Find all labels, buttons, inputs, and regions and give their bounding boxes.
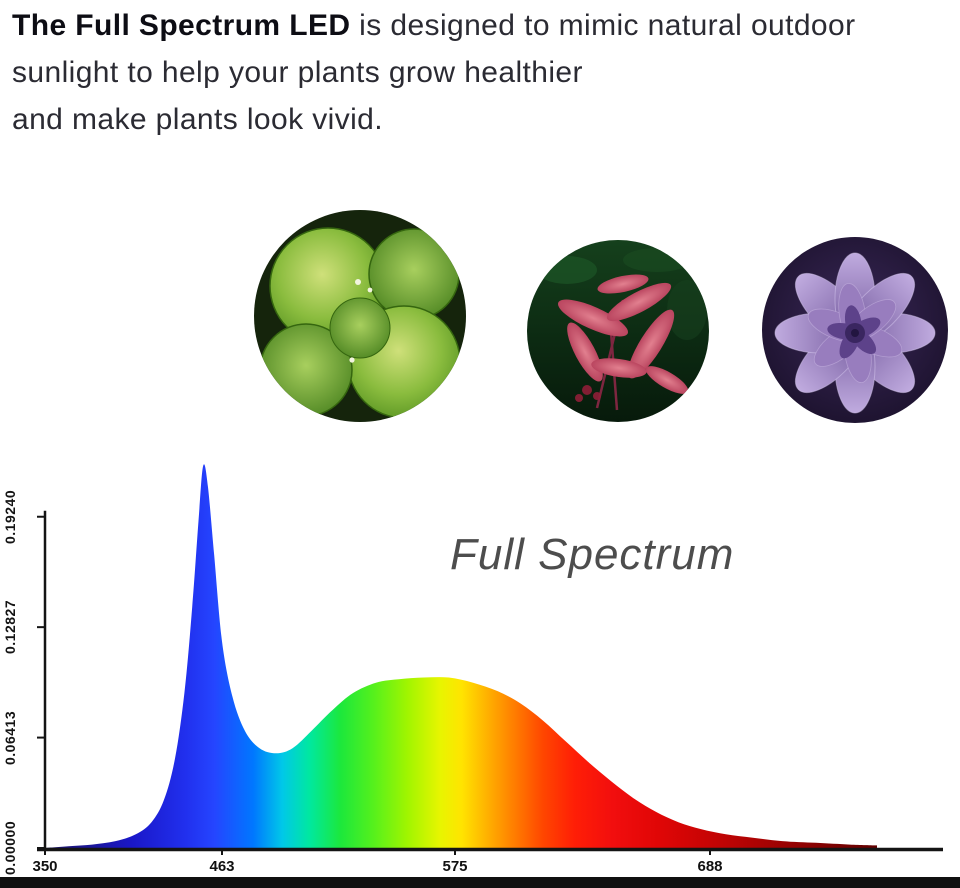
red-plant-image xyxy=(527,240,709,422)
plant-photo-red xyxy=(527,240,709,422)
spectrum-chart: Full Spectrum 0.00000 0.06413 0.12827 0.192… xyxy=(0,440,960,876)
y-tick-label: 0.06413 xyxy=(2,710,18,765)
y-tick-label: 0.12827 xyxy=(2,600,18,655)
headline-line-2: sunlight to help your plants grow health… xyxy=(12,56,583,89)
x-tick-label: 350 xyxy=(32,858,58,875)
y-tick-label: 0.19240 xyxy=(2,489,18,544)
x-tick-label: 463 xyxy=(209,858,235,875)
headline-line-3: and make plants look vivid. xyxy=(12,103,383,136)
white-flowers xyxy=(349,279,373,363)
plant-photo-green xyxy=(254,210,466,422)
purple-succulent-image xyxy=(762,237,948,423)
headline-line-1: The Full Spectrum LED is designed to mim… xyxy=(12,2,942,49)
x-tick-label: 575 xyxy=(442,858,468,875)
red-leaves xyxy=(557,274,689,394)
plant-photo-succulent xyxy=(762,237,948,423)
chart-title: Full Spectrum xyxy=(450,530,735,579)
y-tick-label: 0.00000 xyxy=(2,820,18,876)
green-plants-image xyxy=(254,210,466,422)
headline: The Full Spectrum LED is designed to mim… xyxy=(12,2,942,143)
spectrum-area xyxy=(45,464,877,848)
spectrum-plot xyxy=(37,464,943,855)
red-berries xyxy=(575,385,601,402)
succulent-rosette xyxy=(774,252,936,414)
x-tick-label: 688 xyxy=(697,858,723,875)
headline-bold-text: The Full Spectrum LED xyxy=(12,9,351,42)
bottom-divider xyxy=(0,877,960,888)
headline-line-1-rest: is designed to mimic natural outdoor xyxy=(350,9,856,42)
